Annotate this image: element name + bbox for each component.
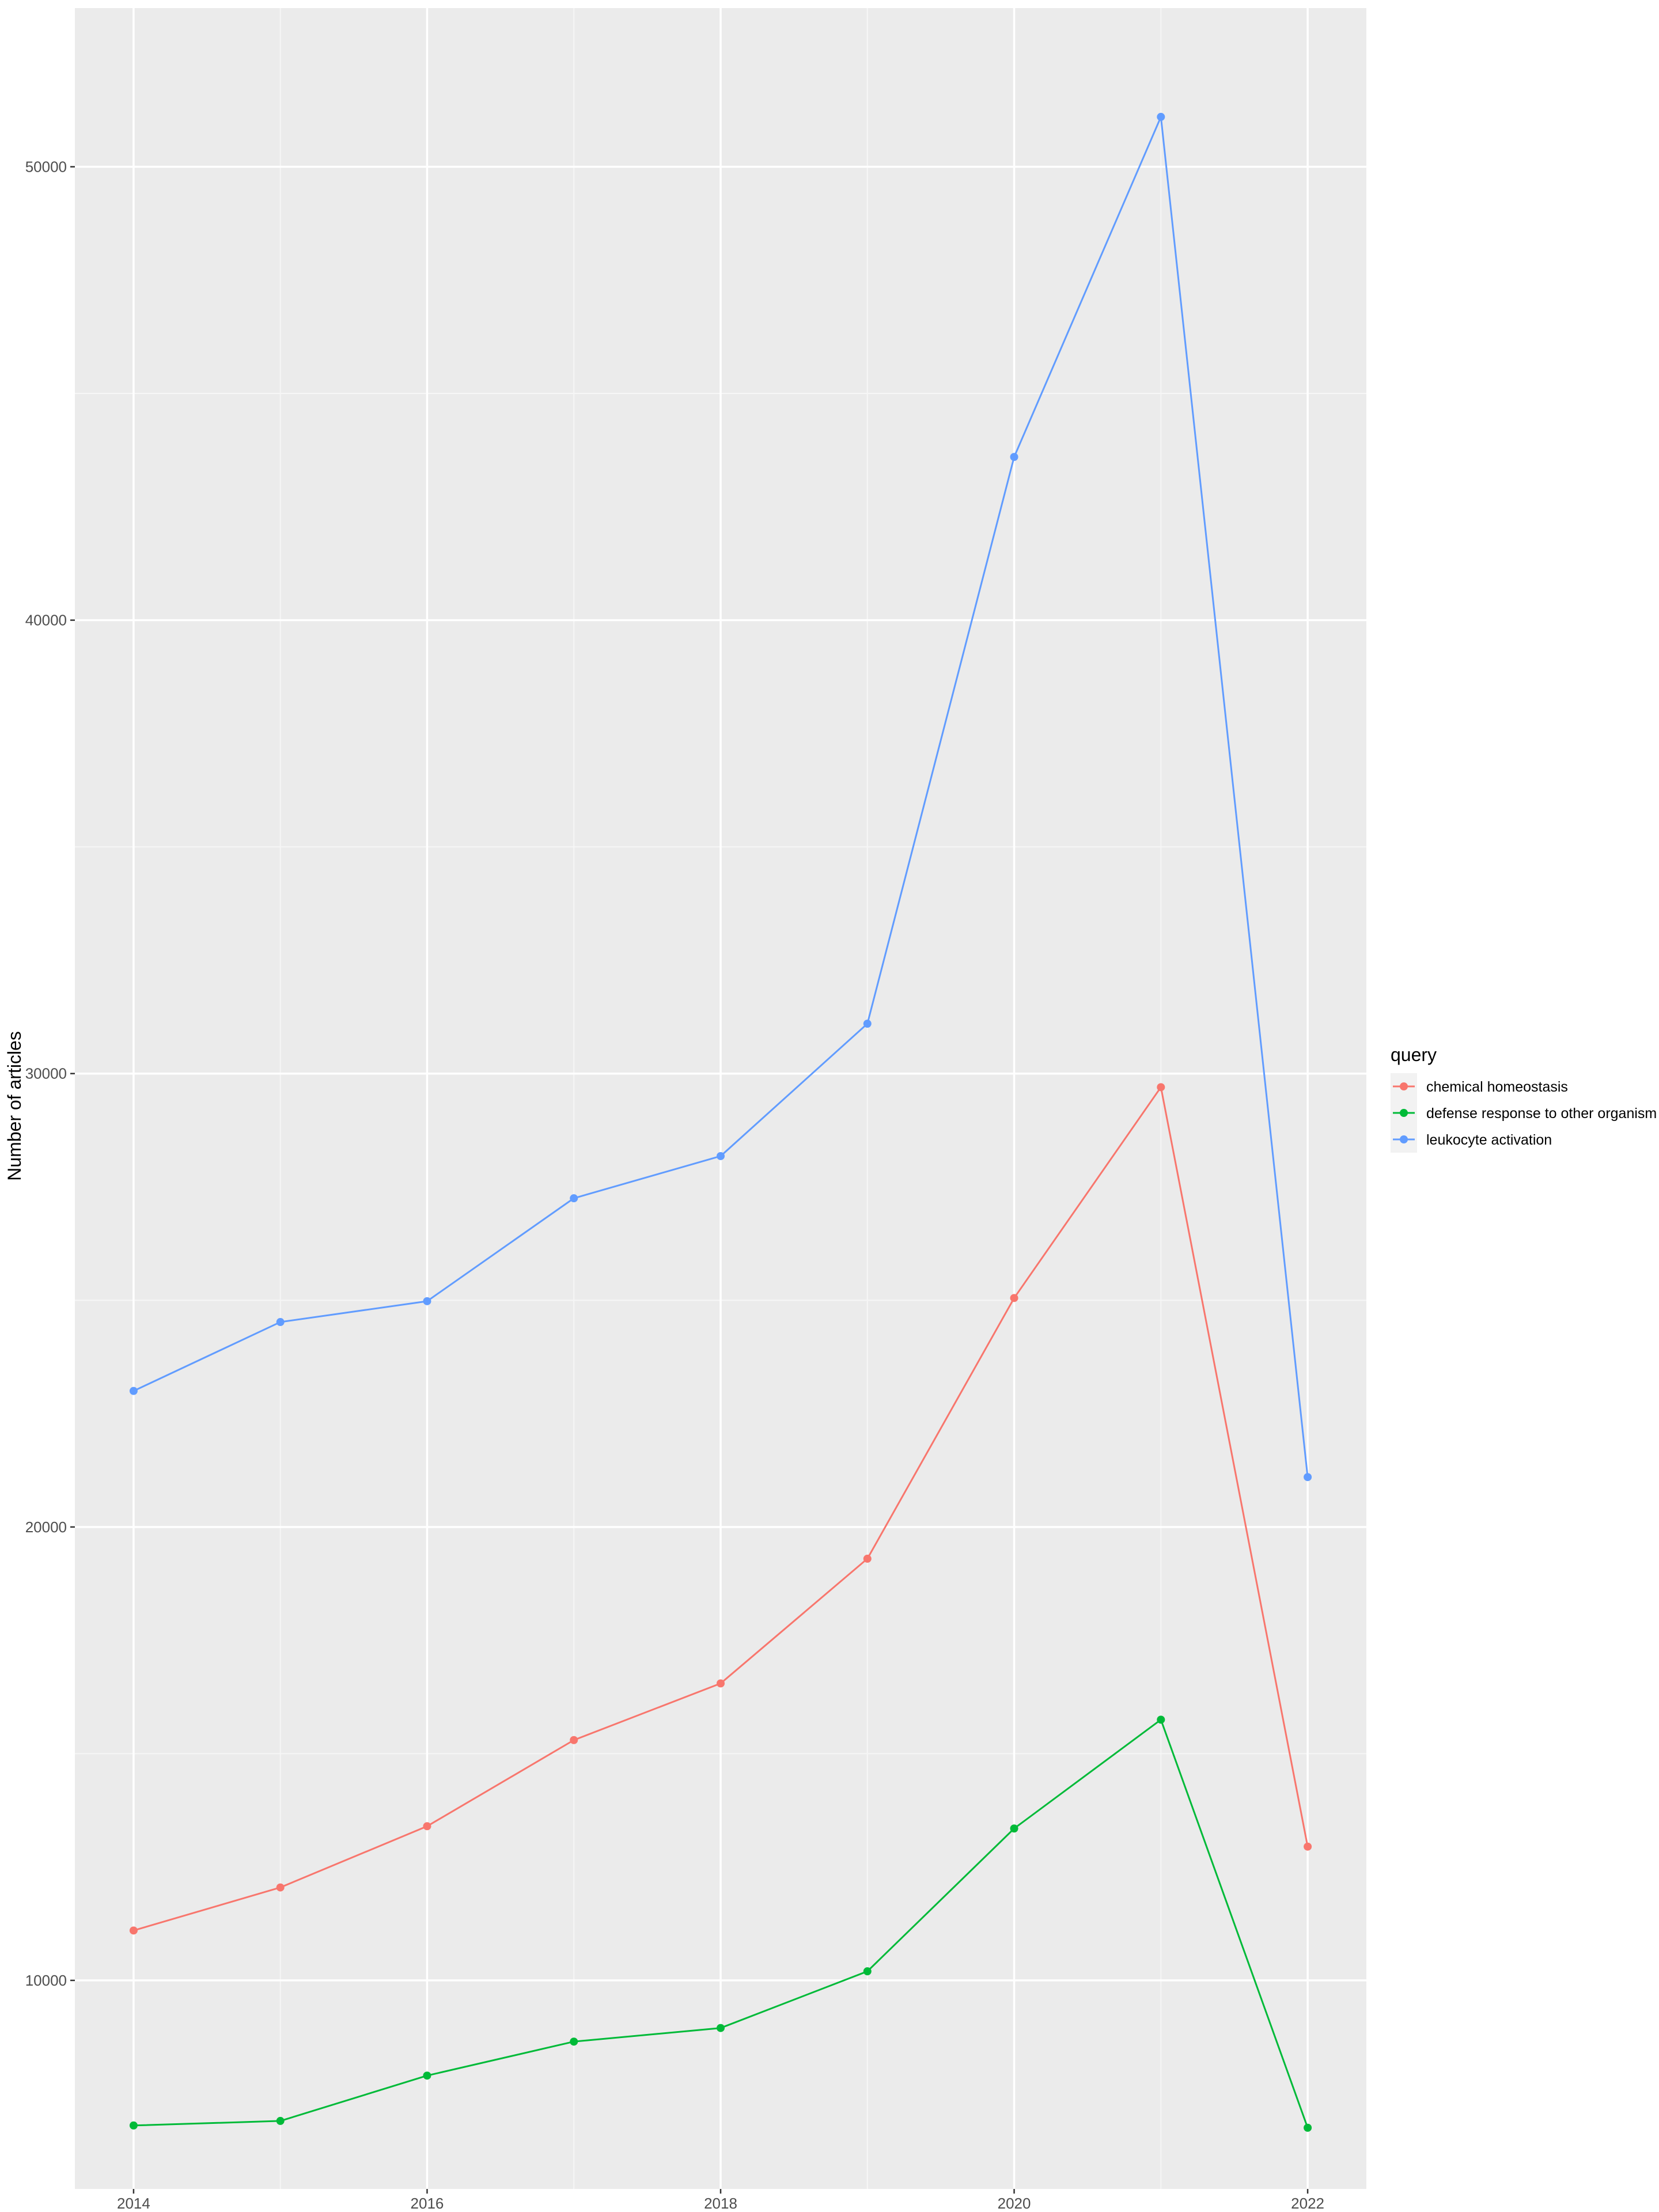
x-axis: 2014 2016 2018 2020 2022 (117, 2189, 1324, 2212)
data-point (863, 1020, 872, 1028)
legend-title: query (1391, 1044, 1437, 1065)
data-point (1157, 1083, 1165, 1092)
data-point (423, 1297, 431, 1305)
x-tick-label: 2014 (117, 2195, 150, 2212)
data-point (1010, 1294, 1018, 1302)
data-point (276, 2116, 285, 2125)
data-point (276, 1883, 285, 1892)
data-point (570, 1736, 578, 1744)
y-axis: 10000 20000 30000 40000 50000 (25, 158, 75, 1989)
data-point (570, 1194, 578, 1203)
series-chemical-homeostasis (129, 1083, 1312, 1935)
series-leukocyte-activation (129, 112, 1312, 1482)
data-point (423, 1822, 431, 1831)
data-point (423, 2071, 431, 2080)
y-tick-label: 20000 (25, 1518, 67, 1536)
y-axis-title: Number of articles (4, 1031, 25, 1181)
x-tick-label: 2018 (704, 2195, 737, 2212)
y-tick-label: 50000 (25, 158, 67, 175)
y-tick-label: 40000 (25, 612, 67, 629)
data-point (717, 1152, 725, 1160)
x-tick-label: 2022 (1291, 2195, 1324, 2212)
data-point (1010, 1824, 1018, 1833)
data-point (1304, 1842, 1312, 1851)
x-tick-label: 2016 (411, 2195, 444, 2212)
data-point (717, 1679, 725, 1688)
legend-label: defense response to other organism (1426, 1105, 1657, 1122)
data-point (863, 1554, 872, 1563)
series-defense-response-to-other-organism (129, 1715, 1312, 2132)
data-point (129, 2121, 138, 2130)
data-point (1157, 112, 1165, 121)
y-tick-label: 10000 (25, 1972, 67, 1989)
legend-label: leukocyte activation (1426, 1132, 1552, 1148)
legend-keys: chemical homeostasis defense response to … (1391, 1073, 1657, 1153)
legend-item: chemical homeostasis (1391, 1073, 1568, 1100)
data-point (1304, 2123, 1312, 2132)
data-point (1304, 1473, 1312, 1482)
legend: query chemical homeostasis defense respon… (1391, 1044, 1657, 1153)
legend-key-point (1400, 1109, 1408, 1117)
legend-key-point (1400, 1082, 1408, 1090)
legend-key-point (1400, 1135, 1408, 1143)
legend-label: chemical homeostasis (1426, 1079, 1568, 1095)
legend-item: leukocyte activation (1391, 1126, 1552, 1153)
y-tick-label: 30000 (25, 1065, 67, 1082)
x-tick-label: 2020 (998, 2195, 1031, 2212)
data-point (129, 1926, 138, 1935)
data-point (717, 2024, 725, 2032)
data-point (570, 2037, 578, 2046)
legend-item: defense response to other organism (1391, 1100, 1657, 1126)
data-point (1157, 1715, 1165, 1724)
data-point (276, 1318, 285, 1327)
data-point (129, 1387, 138, 1395)
data-point (1010, 453, 1018, 461)
series-layer (129, 112, 1312, 2132)
data-point (863, 1967, 872, 1976)
